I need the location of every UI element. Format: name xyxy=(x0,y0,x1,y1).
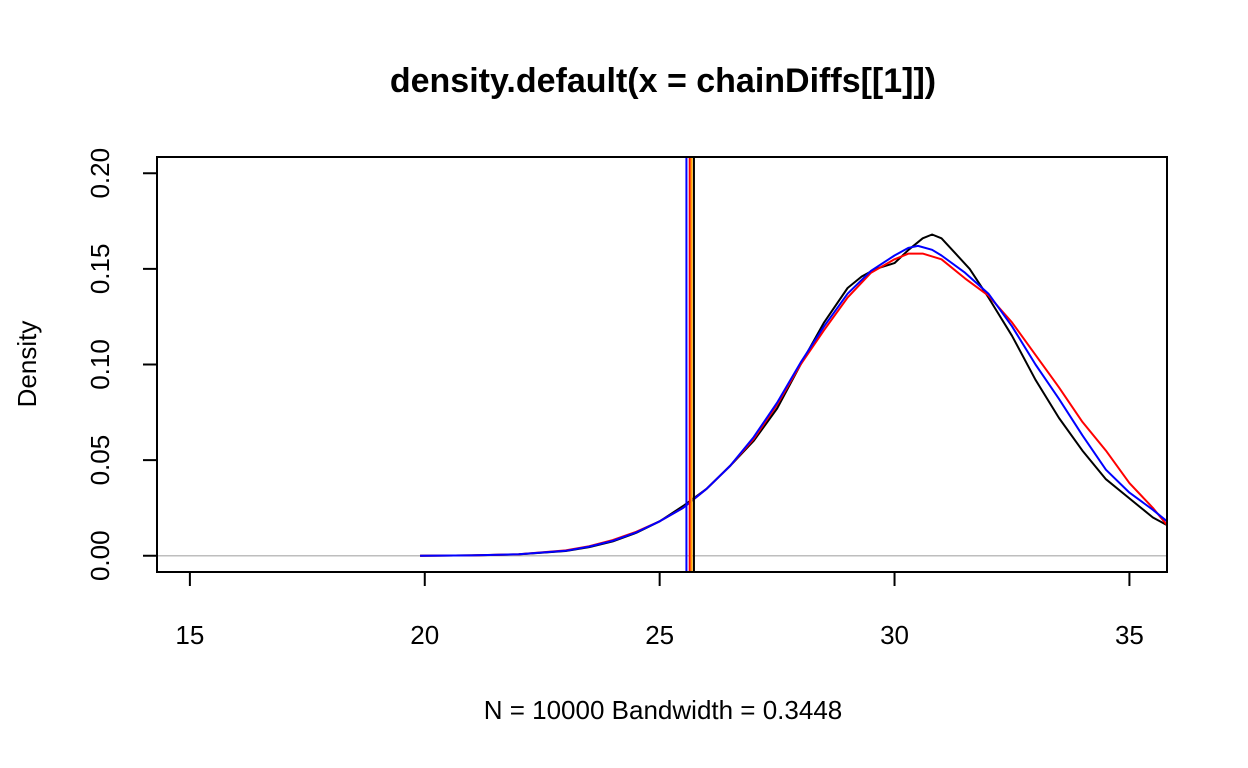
y-axis-label: Density xyxy=(12,321,42,408)
y-tick-label: 0.20 xyxy=(85,148,115,199)
density-series-3 xyxy=(420,244,1168,557)
x-tick-label: 25 xyxy=(645,620,674,650)
density-series-2 xyxy=(420,252,1168,557)
x-tick-label: 20 xyxy=(410,620,439,650)
plot-frame xyxy=(156,156,1168,573)
chart-title: density.default(x = chainDiffs[[1]]) xyxy=(390,62,936,100)
axis-ticks: 15 20 25 30 35 0.00 0.05 0.10 0.15 0.20 xyxy=(85,148,1167,650)
density-series-1 xyxy=(420,233,1168,557)
x-tick-label: 30 xyxy=(880,620,909,650)
x-tick-label: 35 xyxy=(1115,620,1144,650)
vertical-lines xyxy=(685,157,695,572)
y-tick-label: 0.15 xyxy=(85,244,115,295)
y-tick-label: 0.10 xyxy=(85,339,115,390)
x-tick-label: 15 xyxy=(175,620,204,650)
density-curves xyxy=(420,233,1168,557)
x-axis-label: N = 10000 Bandwidth = 0.3448 xyxy=(484,695,843,725)
y-tick-label: 0.00 xyxy=(85,530,115,581)
y-tick-label: 0.05 xyxy=(85,435,115,486)
